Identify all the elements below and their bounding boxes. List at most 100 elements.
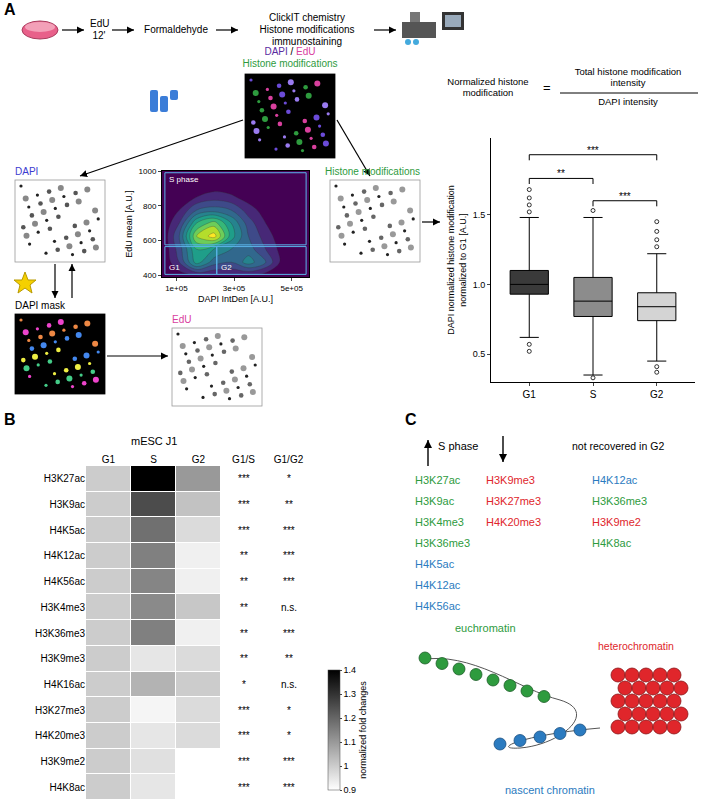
html-text:H3K9ac: H3K9ac <box>415 495 455 507</box>
svg-text:***: *** <box>283 576 295 587</box>
svg-text:H3K9me3: H3K9me3 <box>41 653 86 664</box>
svg-text:H3K9ac: H3K9ac <box>49 499 85 510</box>
svg-text:G2: G2 <box>192 454 206 465</box>
svg-text:1.0: 1.0 <box>473 280 486 290</box>
html-text:H3K9me3: H3K9me3 <box>486 474 535 486</box>
html-text:euchromatin: euchromatin <box>455 622 516 634</box>
html-text:EdU: EdU <box>90 18 110 29</box>
svg-text:G2: G2 <box>650 389 664 400</box>
svg-text:H3K4me3: H3K4me3 <box>41 602 86 613</box>
svg-text:***: *** <box>238 499 250 510</box>
svg-text:**: ** <box>285 653 293 664</box>
svg-text:H4K8ac: H4K8ac <box>49 782 85 793</box>
html-text:S phase: S phase <box>438 440 479 452</box>
svg-text:400: 400 <box>143 271 157 280</box>
svg-text:1: 1 <box>344 761 349 771</box>
svg-text:1.2: 1.2 <box>344 713 357 723</box>
svg-text:***: *** <box>283 550 295 561</box>
html-text:H3K36me3: H3K36me3 <box>415 537 470 549</box>
svg-text:**: ** <box>240 550 248 561</box>
svg-text:H3K27me3: H3K27me3 <box>35 705 85 716</box>
svg-text:S: S <box>590 389 597 400</box>
html-text:H3K36me3: H3K36me3 <box>592 495 647 507</box>
svg-text:n.s.: n.s. <box>281 602 297 613</box>
svg-text:1.3: 1.3 <box>344 689 357 699</box>
svg-text:0.9: 0.9 <box>344 785 357 795</box>
html-text:H3K9me2: H3K9me2 <box>592 516 641 528</box>
svg-text:H3K27ac: H3K27ac <box>44 473 85 484</box>
svg-text:H3K9me2: H3K9me2 <box>41 756 86 767</box>
svg-text:H3K36me3: H3K36me3 <box>35 628 85 639</box>
svg-text:*: * <box>287 473 291 484</box>
svg-text:DAPI IntDen [A.U.]: DAPI IntDen [A.U.] <box>198 294 273 304</box>
html-text:H3K27ac: H3K27ac <box>415 474 461 486</box>
svg-text:***: *** <box>238 473 250 484</box>
svg-text:3e+05: 3e+05 <box>223 284 246 293</box>
svg-text:*: * <box>287 705 291 716</box>
svg-text:G1: G1 <box>169 263 180 272</box>
svg-text:**: ** <box>285 499 293 510</box>
svg-text:H4K5ac: H4K5ac <box>49 525 85 536</box>
svg-text:***: *** <box>238 525 250 536</box>
svg-text:***: *** <box>238 756 250 767</box>
svg-text:***: *** <box>283 628 295 639</box>
svg-text:**: ** <box>240 653 248 664</box>
svg-text:normalized fold changes: normalized fold changes <box>358 681 368 779</box>
html-text:not recovered in G2: not recovered in G2 <box>572 440 665 452</box>
svg-text:800: 800 <box>143 202 157 211</box>
html-text:H3K4me3: H3K4me3 <box>415 516 464 528</box>
svg-text:H4K16ac: H4K16ac <box>44 679 85 690</box>
html-text:H4K20me3: H4K20me3 <box>486 516 541 528</box>
svg-text:n.s.: n.s. <box>281 679 297 690</box>
svg-text:**: ** <box>240 628 248 639</box>
svg-text:S: S <box>150 454 157 465</box>
svg-text:**: ** <box>557 168 565 179</box>
html-text:H4K5ac: H4K5ac <box>415 558 455 570</box>
svg-text:1.4: 1.4 <box>344 665 357 675</box>
html-text:12': 12' <box>92 30 106 41</box>
html-text:nascent chromatin: nascent chromatin <box>505 784 595 796</box>
html-text:H4K12ac: H4K12ac <box>415 579 461 591</box>
svg-text:H4K56ac: H4K56ac <box>44 576 85 587</box>
svg-text:1000: 1000 <box>139 167 157 176</box>
svg-text:***: *** <box>238 782 250 793</box>
svg-text:G1: G1 <box>523 389 537 400</box>
html-text:H4K56ac: H4K56ac <box>415 600 461 612</box>
svg-text:***: *** <box>619 191 631 202</box>
svg-text:G1: G1 <box>102 454 116 465</box>
svg-text:G2: G2 <box>221 263 232 272</box>
svg-text:EdU mean [A.U.]: EdU mean [A.U.] <box>124 190 134 258</box>
svg-text:1e+05: 1e+05 <box>165 284 188 293</box>
svg-text:H4K12ac: H4K12ac <box>44 550 85 561</box>
svg-text:***: *** <box>283 756 295 767</box>
html-text:H4K12ac: H4K12ac <box>592 474 638 486</box>
html-text:Total histone modification int: Total histone modification intensity <box>574 66 682 89</box>
html-text:Normalized histone modificatio: Normalized histone modification <box>447 76 529 99</box>
svg-text:**: ** <box>240 602 248 613</box>
svg-text:*: * <box>287 730 291 741</box>
svg-text:***: *** <box>238 705 250 716</box>
svg-text:***: *** <box>587 145 599 156</box>
svg-text:***: *** <box>283 525 295 536</box>
html-text:A: A <box>4 1 16 18</box>
svg-text:G1/G2: G1/G2 <box>274 454 304 465</box>
html-text:heterochromatin: heterochromatin <box>598 640 674 652</box>
svg-text:DAPI normalized histone modifi: DAPI normalized histone modificationnorm… <box>446 185 468 335</box>
svg-text:600: 600 <box>143 236 157 245</box>
svg-text:***: *** <box>283 782 295 793</box>
html-text:H3K27me3: H3K27me3 <box>486 495 541 507</box>
svg-text:1.1: 1.1 <box>344 737 357 747</box>
svg-text:0.5: 0.5 <box>473 349 486 359</box>
svg-text:1.5: 1.5 <box>473 210 486 220</box>
svg-text:G1/S: G1/S <box>232 454 255 465</box>
svg-text:H4K20me3: H4K20me3 <box>35 730 85 741</box>
svg-text:5e+05: 5e+05 <box>280 284 303 293</box>
svg-text:***: *** <box>238 730 250 741</box>
svg-text:*: * <box>242 679 246 690</box>
svg-text:**: ** <box>240 576 248 587</box>
svg-text:mESC J1: mESC J1 <box>131 435 177 447</box>
html-text:H4K8ac: H4K8ac <box>592 537 632 549</box>
html-text:B: B <box>4 411 16 428</box>
svg-text:S phase: S phase <box>169 175 199 184</box>
html-text:C: C <box>405 411 417 428</box>
